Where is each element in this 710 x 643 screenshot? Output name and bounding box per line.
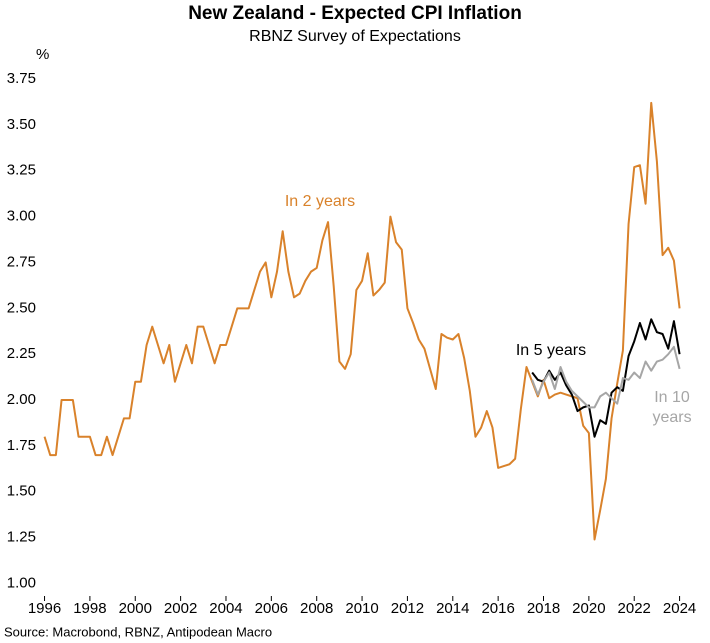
y-tick-label: 2.50: [7, 299, 36, 316]
series-line: [43, 101, 681, 541]
x-tick-label: 2020: [572, 600, 605, 617]
y-tick-label: 1.00: [7, 574, 36, 591]
x-tick-label: 2022: [618, 600, 651, 617]
y-unit: %: [36, 46, 49, 63]
series-line: [531, 345, 681, 409]
x-tick-label: 2014: [436, 600, 469, 617]
y-tick-label: 2.00: [7, 391, 36, 408]
x-tick-label: 2006: [255, 600, 288, 617]
y-tick-label: 3.00: [7, 208, 36, 225]
y-tick-label: 1.50: [7, 483, 36, 500]
y-tick-label: 2.75: [7, 253, 36, 270]
x-tick-label: 2010: [345, 600, 378, 617]
annotation: In 5 years: [516, 342, 586, 359]
chart-title: New Zealand - Expected CPI Inflation: [188, 3, 522, 24]
annotation: In 10: [654, 389, 690, 406]
annotation: years: [652, 409, 691, 426]
x-tick-label: 2018: [527, 600, 560, 617]
chart-subtitle: RBNZ Survey of Expectations: [249, 28, 461, 45]
x-tick-label: 2012: [391, 600, 424, 617]
y-tick-label: 3.25: [7, 162, 36, 179]
series-line: [531, 318, 681, 438]
x-tick-label: 2008: [300, 600, 333, 617]
source: Source: Macrobond, RBNZ, Antipodean Macr…: [4, 624, 272, 639]
x-tick-label: 2000: [119, 600, 152, 617]
y-tick-label: 1.25: [7, 529, 36, 546]
y-tick-label: 3.75: [7, 70, 36, 87]
x-tick-label: 2002: [164, 600, 197, 617]
x-tick-label: 2004: [209, 600, 242, 617]
x-tick-label: 1996: [28, 600, 61, 617]
x-tick-label: 2016: [481, 600, 514, 617]
y-tick-label: 2.25: [7, 345, 36, 362]
x-tick-label: 2024: [663, 600, 696, 617]
y-tick-label: 1.75: [7, 437, 36, 454]
x-tick-label: 1998: [73, 600, 106, 617]
y-tick-label: 3.50: [7, 116, 36, 133]
annotation: In 2 years: [285, 193, 355, 210]
